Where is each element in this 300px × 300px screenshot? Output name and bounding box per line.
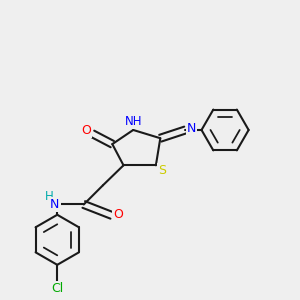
Text: O: O <box>81 124 91 137</box>
Text: N: N <box>187 122 196 135</box>
Text: Cl: Cl <box>51 282 63 295</box>
Text: O: O <box>113 208 123 221</box>
Text: H: H <box>45 190 53 203</box>
Text: S: S <box>158 164 166 177</box>
Text: N: N <box>50 198 60 211</box>
Text: NH: NH <box>125 115 142 128</box>
